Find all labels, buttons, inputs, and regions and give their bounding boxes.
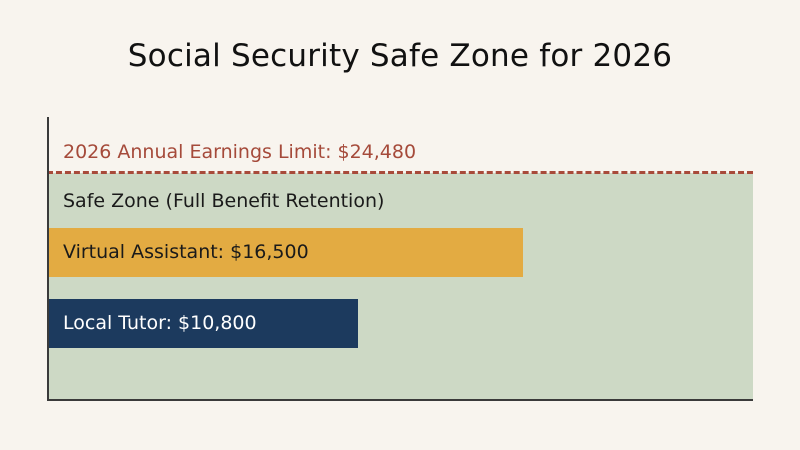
chart-title: Social Security Safe Zone for 2026 (127, 38, 673, 74)
earnings-limit-label: 2026 Annual Earnings Limit: $24,480 (63, 141, 417, 163)
chart-area: 2026 Annual Earnings Limit: $24,480 Safe… (47, 117, 753, 401)
earnings-limit-line (47, 171, 753, 174)
bar-label: Local Tutor: $10,800 (63, 312, 257, 334)
bar-virtual-assistant: Virtual Assistant: $16,500 (47, 228, 523, 277)
safe-zone-label: Safe Zone (Full Benefit Retention) (63, 190, 385, 212)
y-axis-line (47, 117, 49, 400)
bar-local-tutor: Local Tutor: $10,800 (47, 299, 358, 348)
safe-zone-area (47, 173, 753, 400)
bar-label: Virtual Assistant: $16,500 (63, 241, 309, 263)
x-axis-line (47, 399, 753, 401)
